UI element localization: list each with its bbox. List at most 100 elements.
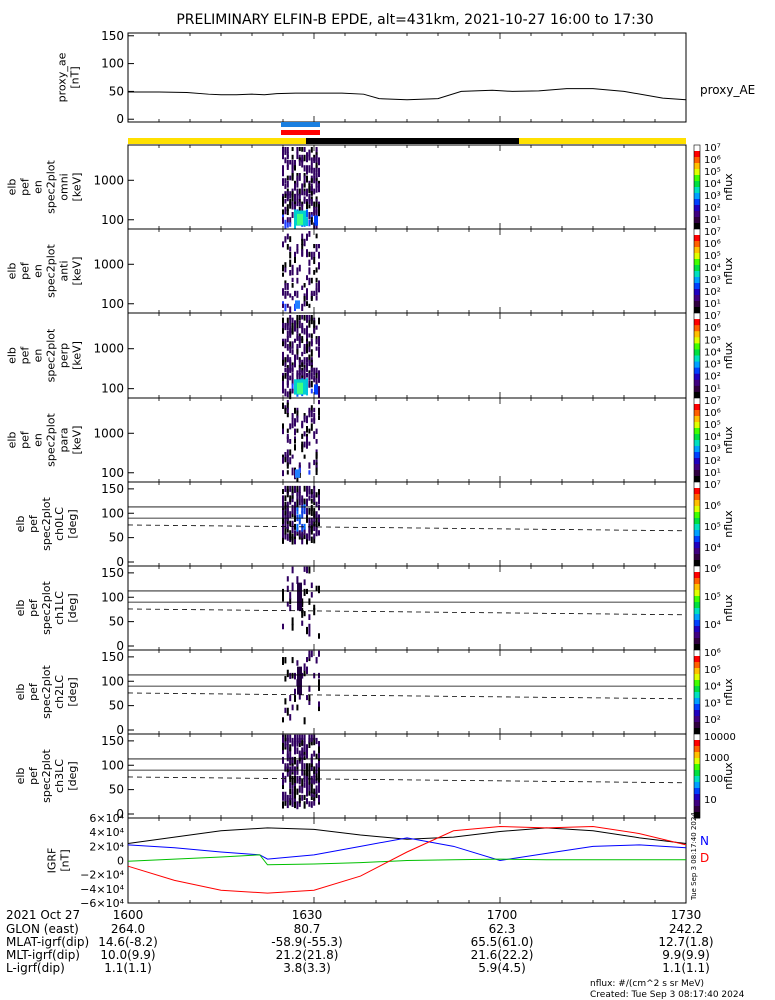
pitch-angle-cell (301, 620, 304, 626)
spectrogram-cell (315, 147, 318, 152)
spectrogram-cell (318, 415, 320, 420)
pitch-angle-cell (301, 530, 304, 539)
pitch-angle-cell (306, 536, 308, 545)
pitch-angle-cell (301, 734, 304, 740)
spectrogram-cell (308, 441, 311, 446)
spectrogram-cell (286, 209, 289, 216)
colorbar-segment (694, 410, 700, 417)
pitch-angle-cell (289, 753, 292, 760)
colorbar-tick-label: 10⁷ (704, 480, 721, 491)
y-tick-label: 1000 (93, 257, 124, 271)
igrf-ylabel: IGRF [nT] (46, 848, 72, 874)
footer-layer: 2021 Oct 27 1600 1630 1700 1730 GLON (east) 26… (6, 908, 745, 1000)
pitch-angle-cell (289, 782, 292, 789)
footer-row-value: 14.6(-8.2) (98, 935, 158, 949)
pitch-angle-cell (301, 611, 304, 618)
spectrogram-cell (291, 328, 294, 335)
pitch-angle-cell (296, 760, 299, 767)
pitch-angle-cell (289, 788, 292, 795)
y-tick-label: 1000 (93, 426, 124, 440)
y-axis-label-line: [keV] (71, 173, 84, 202)
spectrogram-cell (310, 341, 313, 347)
spectrogram-cell (282, 428, 284, 435)
pitch-angle-cell (296, 508, 299, 514)
spectrogram-cell (294, 251, 296, 258)
colorbar-segment (694, 728, 700, 735)
y-axis-label-line: en (32, 180, 45, 194)
pitch-angle-cell (294, 744, 296, 752)
spectrogram-cell (296, 199, 299, 207)
footer-row-label: GLON (east) (6, 922, 79, 936)
spectrogram-cell (303, 165, 306, 172)
colorbar-segment (694, 211, 700, 218)
colorbar-label: nflux (722, 341, 735, 369)
spectrogram-cell (308, 251, 311, 257)
colorbar-tick-label: 10² (704, 715, 721, 726)
spectrogram-cell (310, 199, 313, 206)
colorbar-segment (694, 638, 700, 645)
spectrogram-cell (284, 178, 287, 184)
spectrogram-cell (289, 201, 292, 209)
pitch-angle-ch0LC (127, 485, 687, 545)
y-tick-label: 2×10⁴ (89, 840, 124, 853)
y-tick-label: 150 (101, 482, 124, 496)
colorbar-segment (694, 229, 700, 236)
pitch-angle-cell (303, 663, 306, 671)
pitch-angle-cell (284, 698, 287, 705)
spectrogram-cell (306, 293, 308, 301)
spectrogram-cell (286, 357, 289, 362)
spectrogram-cell (291, 367, 294, 373)
loss-cone-dashed-line (127, 524, 687, 532)
spectrogram-cell (318, 244, 320, 249)
y-tick-label: 100 (101, 506, 124, 520)
spectrogram-para-ylabel: elb pef en spec2plot para [keV] (6, 413, 84, 467)
footer-row-value: 62.3 (489, 922, 516, 936)
colorbar-segment (694, 536, 700, 543)
spectrogram-cell (296, 152, 299, 160)
spectrogram-cell (284, 338, 287, 344)
pitch-angle-cell (294, 769, 296, 776)
spectrogram-cell (291, 378, 294, 386)
spectrogram-cell (298, 367, 301, 372)
spectrogram-cell (310, 251, 313, 260)
spectrogram-cell (310, 296, 313, 301)
pitch-angle-cell (306, 566, 308, 574)
spectrogram-cell (282, 199, 284, 207)
colorbar-segment (694, 181, 700, 188)
pitch-angle-cell (303, 741, 306, 747)
pitch-angle-cell (308, 495, 311, 501)
spectrogram-cell (289, 439, 292, 444)
footer-row-label: MLT-igrf(dip) (6, 948, 80, 962)
pitch-angle-cell (303, 523, 306, 530)
pitch-angle-cell (315, 737, 318, 745)
colorbar-segment (694, 404, 700, 411)
colorbar-segment (694, 145, 700, 152)
pitch-angle-cell (306, 588, 308, 595)
spectrogram-cell (284, 193, 287, 199)
y-axis-label-line: en (32, 433, 45, 447)
spectrogram-cell (308, 320, 311, 328)
footer-row-value: 9.9(9.9) (662, 948, 710, 962)
pitch-angle-cell (313, 523, 316, 532)
spectrogram-para-axes (127, 397, 687, 483)
y-axis-label-line: elb (14, 600, 27, 617)
pitch-angle-cell (306, 666, 308, 674)
pitch-angle-cell (298, 801, 301, 807)
pitch-angle-cell (294, 785, 296, 793)
pitch-angle-cell (308, 598, 311, 605)
spectrogram-cell (318, 317, 320, 325)
pitch-angle-cell (296, 801, 299, 810)
pitch-angle-cell (306, 657, 308, 663)
colorbar-tick-label: 10⁵ (704, 592, 721, 603)
pitch-angle-cell (289, 495, 292, 503)
spectrogram-cell (301, 315, 304, 320)
colorbar-segment (694, 494, 700, 501)
spectrogram-cell (284, 357, 287, 365)
spectrogram-para (282, 400, 320, 482)
pitch-angle-cell (318, 701, 320, 707)
pitch-angle-cell (294, 775, 296, 784)
spectrogram-cell (313, 413, 316, 421)
pitch-angle-cell (291, 527, 294, 534)
spectrogram-cell (308, 462, 311, 469)
